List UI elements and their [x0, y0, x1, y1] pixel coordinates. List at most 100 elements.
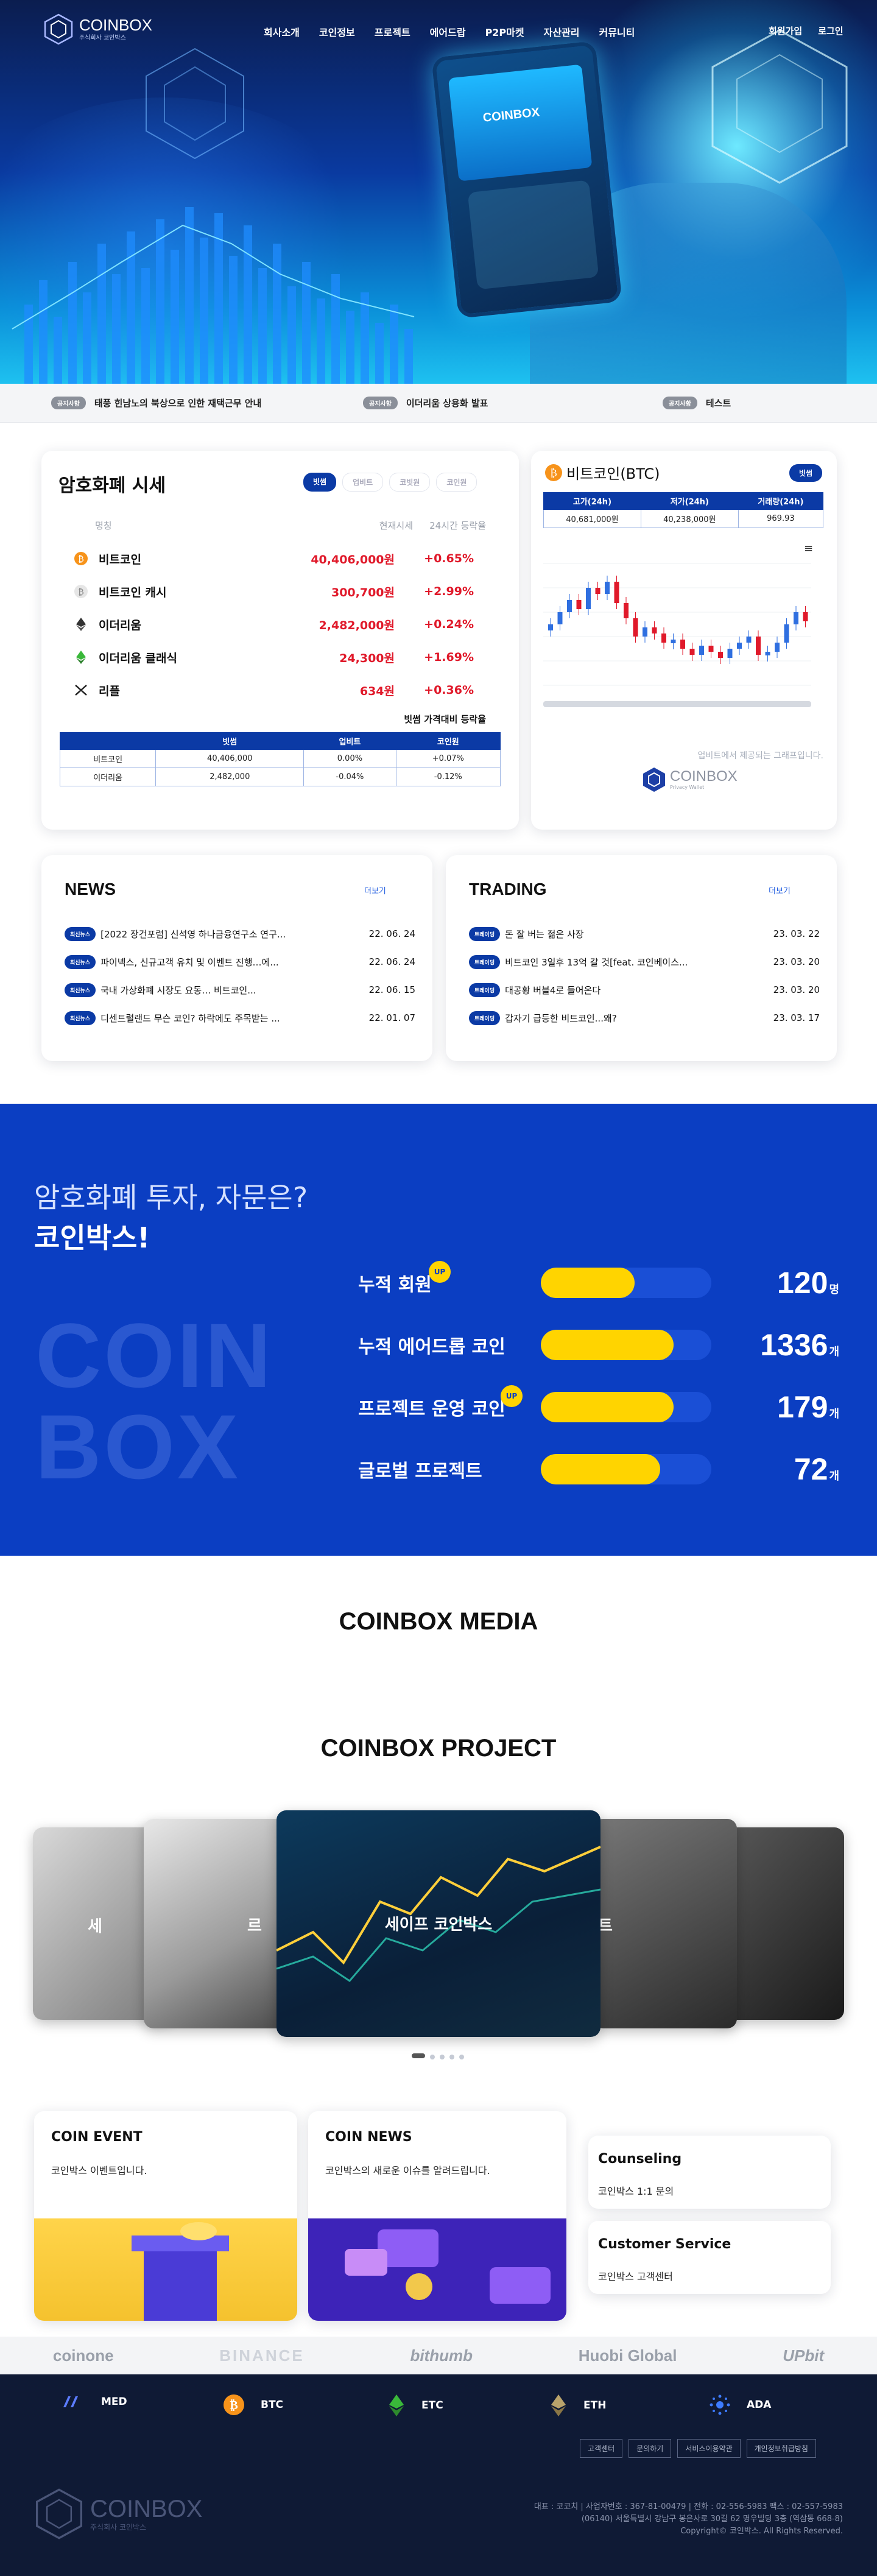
svg-text:₿: ₿ [550, 467, 557, 479]
candle-body [784, 624, 789, 643]
stat-row: 글로벌 프로젝트 72 개 [358, 1445, 839, 1494]
compare-cell: +0.07% [395, 749, 501, 768]
carousel-dot[interactable] [449, 2055, 454, 2059]
footer-link-terms[interactable]: 서비스이용약관 [677, 2439, 741, 2458]
trading-item[interactable]: 트레이딩 갑자기 급등한 비트코인...왜? 23. 03. 17 [469, 1004, 820, 1032]
market-row[interactable]: 이더리움 클래식 24,300원 +1.69% [60, 641, 486, 674]
project-slide[interactable]: 르 [144, 1819, 287, 2028]
nav-item-project[interactable]: 프로젝트 [374, 27, 410, 38]
btc-stat-value: 969.93 [738, 509, 824, 528]
coin-etc[interactable]: ETC [387, 2394, 443, 2417]
tab-coinone[interactable]: 코인원 [436, 473, 477, 492]
market-row[interactable]: ₿ 비트코인 캐시 300,700원 +2.99% [60, 575, 486, 608]
project-slide[interactable]: 트 [593, 1819, 737, 2028]
candle-body [680, 640, 685, 649]
card-title: Customer Service [598, 2237, 731, 2252]
ticker-badge: 공지사항 [363, 397, 398, 409]
stat-row: 프로젝트 운영 코인 UP 179 개 [358, 1383, 839, 1431]
hex-wireframe-graphic [146, 48, 244, 160]
trading-badge: 트레이딩 [469, 1011, 501, 1025]
footer-link-privacy[interactable]: 개인정보취급방침 [746, 2439, 816, 2458]
customer-service-card[interactable]: Customer Service 코인박스 고객센터 [588, 2221, 831, 2294]
tab-bithumb[interactable]: 빗썸 [303, 473, 337, 492]
nav-item-p2p[interactable]: P2P마켓 [485, 27, 524, 38]
carousel-dot[interactable] [430, 2055, 435, 2059]
coin-ticker: ETC [421, 2399, 443, 2412]
news-text: 국내 가상화폐 시장도 요동… 비트코인... [100, 984, 256, 996]
trading-badge: 트레이딩 [469, 983, 501, 997]
footer-link-inquiry[interactable]: 문의하기 [629, 2439, 672, 2458]
coin-price: 2,482,000원 [319, 618, 395, 632]
stat-row: 누적 회원 UP 120 명 [358, 1258, 839, 1307]
candle-body [671, 640, 676, 643]
coin-eth[interactable]: ETH [549, 2394, 606, 2417]
partner-logo-binance[interactable]: BINANCE [219, 2346, 305, 2365]
trading-date: 23. 03. 20 [773, 956, 820, 967]
coin-price: 24,300원 [339, 651, 395, 665]
coin-event-card[interactable]: COIN EVENT 코인박스 이벤트입니다. [34, 2111, 297, 2321]
tab-korbit[interactable]: 코빗원 [389, 473, 431, 492]
stat-label: 글로벌 프로젝트 [358, 1461, 482, 1482]
project-slide-active[interactable]: 세이프 코인박스 [276, 1810, 601, 2037]
news-badge: 최신뉴스 [65, 983, 96, 997]
partner-logo-huobi[interactable]: Huobi Global [578, 2346, 677, 2365]
nav-item-coin-info[interactable]: 코인정보 [319, 27, 355, 38]
bitcoin-cash-icon: ₿ [72, 582, 90, 601]
counseling-card[interactable]: Counseling 코인박스 1:1 문의 [588, 2136, 831, 2209]
compare-table: 빗썸 업비트 코인원 비트코인 40,406,000 0.00% +0.07% … [59, 732, 501, 786]
card-text: 코인박스의 새로운 이슈를 알려드립니다. [325, 2165, 490, 2176]
ticker-item[interactable]: 공지사항 테스트 [663, 397, 731, 409]
nav-item-community[interactable]: 커뮤니티 [599, 27, 635, 38]
news-item[interactable]: 최신뉴스 파이넥스, 신규고객 유치 및 이벤트 진행…에... 22. 06. 2… [65, 948, 415, 976]
news-item[interactable]: 최신뉴스 국내 가상화폐 시장도 요동… 비트코인... 22. 06. 15 [65, 976, 415, 1004]
ticker-item[interactable]: 공지사항 이더리움 상용화 발표 [363, 397, 488, 409]
tab-bithumb[interactable]: 빗썸 [789, 464, 823, 482]
logo-subtext: 주식회사 코인박스 [79, 35, 126, 41]
news-more-link[interactable]: 더보기 [364, 887, 386, 896]
news-text: [2022 장건포럼] 신석영 하나금융연구소 연구... [100, 928, 286, 940]
footer-logo[interactable]: COINBOX 주식회사 코인박스 [33, 2488, 202, 2540]
market-row[interactable]: 리플 634원 +0.36% [60, 674, 486, 707]
ticker-item[interactable]: 공지사항 태풍 힌남노의 북상으로 인한 재택근무 안내 [51, 397, 261, 409]
signup-link[interactable]: 회원가입 [769, 26, 803, 37]
news-item[interactable]: 최신뉴스 디센트럴랜드 무슨 코인? 하락에도 주목받는 ... 22. 01. 0… [65, 1004, 415, 1032]
trading-item[interactable]: 트레이딩 비트코인 3일후 13억 갈 것[feat. 코인베이스... 23. 0… [469, 948, 820, 976]
nav-item-company[interactable]: 회사소개 [264, 27, 300, 38]
carousel-dot[interactable] [459, 2055, 464, 2059]
market-row[interactable]: ₿ 비트코인 40,406,000원 +0.65% [60, 542, 486, 575]
market-row[interactable]: 이더리움 2,482,000원 +0.24% [60, 608, 486, 641]
stat-unit: 개 [829, 1346, 839, 1358]
ethereum-icon [72, 615, 90, 633]
chart-menu-icon[interactable]: ≡ [804, 542, 814, 555]
nav-item-asset[interactable]: 자산관리 [543, 27, 580, 38]
carousel-dot[interactable] [440, 2055, 445, 2059]
site-logo[interactable]: COINBOX 주식회사 코인박스 [43, 13, 152, 45]
trading-more-link[interactable]: 더보기 [769, 887, 791, 896]
coin-news-card[interactable]: COIN NEWS 코인박스의 새로운 이슈를 알려드립니다. [308, 2111, 566, 2321]
trading-item[interactable]: 트레이딩 대공황 버블4로 들어온다 23. 03. 20 [469, 976, 820, 1004]
candle-body [652, 627, 657, 633]
nav-item-airdrop[interactable]: 에어드랍 [429, 27, 466, 38]
candle-body [614, 582, 619, 603]
coin-btc[interactable]: ₿ BTC [223, 2394, 283, 2416]
logo-hex-icon [44, 13, 73, 45]
tab-upbit[interactable]: 업비트 [342, 473, 384, 492]
notice-ticker: 공지사항 태풍 힌남노의 북상으로 인한 재택근무 안내 공지사항 이더리움 상… [0, 384, 877, 423]
footer-link-support[interactable]: 고객센터 [580, 2439, 623, 2458]
coin-ticker: ETH [583, 2399, 607, 2412]
login-link[interactable]: 로그인 [818, 26, 844, 37]
carousel-dot-active[interactable] [412, 2053, 425, 2058]
trading-item[interactable]: 트레이딩 돈 잘 버는 젊은 사장 23. 03. 22 [469, 920, 820, 948]
news-date: 22. 06. 24 [368, 956, 415, 967]
coin-med[interactable]: MED [61, 2394, 127, 2410]
partner-logo-upbit[interactable]: UPbit [783, 2346, 825, 2365]
card-text: 코인박스 이벤트입니다. [51, 2165, 147, 2176]
partner-logo-bithumb[interactable]: bithumb [410, 2346, 473, 2365]
news-item[interactable]: 최신뉴스 [2022 장건포럼] 신석영 하나금융연구소 연구... 22. 06.… [65, 920, 415, 948]
btc-stat-value: 40,681,000원 [543, 509, 641, 528]
coin-ada[interactable]: ADA [709, 2394, 771, 2416]
partner-logo-coinone[interactable]: coinone [52, 2346, 114, 2365]
hex-wireframe-graphic-right [711, 29, 848, 184]
slide-label: 트 [598, 1916, 613, 1935]
watermark-text: BOX [35, 1396, 241, 1498]
